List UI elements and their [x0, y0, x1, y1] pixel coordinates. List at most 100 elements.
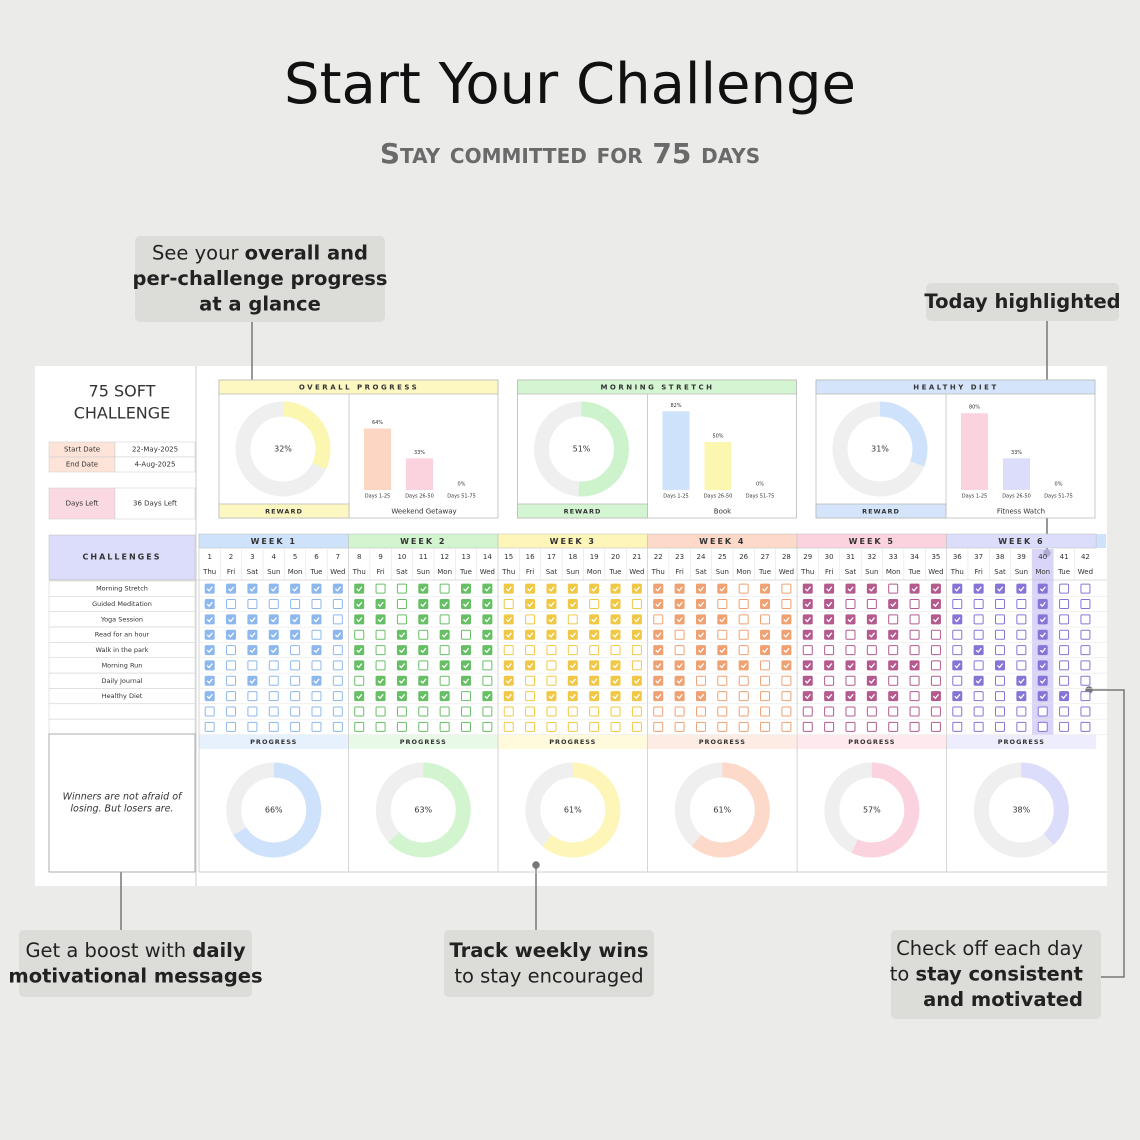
checkbox[interactable]: [354, 645, 365, 656]
checkbox[interactable]: [567, 706, 578, 717]
checkbox[interactable]: [1037, 660, 1048, 671]
checkbox[interactable]: [952, 721, 963, 732]
checkbox[interactable]: [311, 706, 322, 717]
checkbox[interactable]: [888, 629, 899, 640]
checkbox[interactable]: [760, 614, 771, 625]
checkbox[interactable]: [631, 599, 642, 610]
checkbox[interactable]: [525, 645, 536, 656]
checkbox[interactable]: [482, 691, 493, 702]
checkbox[interactable]: [332, 645, 343, 656]
checkbox[interactable]: [396, 691, 407, 702]
checkbox[interactable]: [973, 599, 984, 610]
checkbox[interactable]: [1037, 583, 1048, 594]
checkbox[interactable]: [760, 645, 771, 656]
checkbox[interactable]: [738, 691, 749, 702]
checkbox[interactable]: [311, 629, 322, 640]
checkbox[interactable]: [204, 706, 215, 717]
checkbox[interactable]: [610, 599, 621, 610]
checkbox[interactable]: [461, 721, 471, 732]
checkbox[interactable]: [1037, 721, 1048, 732]
checkbox[interactable]: [375, 614, 386, 625]
checkbox[interactable]: [1059, 675, 1070, 686]
checkbox[interactable]: [717, 706, 728, 717]
checkbox[interactable]: [1080, 599, 1091, 610]
checkbox[interactable]: [247, 660, 258, 671]
checkbox[interactable]: [525, 660, 536, 671]
checkbox[interactable]: [824, 614, 835, 625]
checkbox[interactable]: [781, 645, 792, 656]
checkbox[interactable]: [204, 691, 215, 702]
checkbox[interactable]: [589, 691, 600, 702]
checkbox[interactable]: [332, 614, 343, 625]
checkbox[interactable]: [461, 583, 471, 594]
checkbox[interactable]: [631, 614, 642, 625]
checkbox[interactable]: [525, 629, 536, 640]
checkbox[interactable]: [738, 706, 749, 717]
checkbox[interactable]: [631, 660, 642, 671]
checkbox[interactable]: [396, 706, 407, 717]
checkbox[interactable]: [525, 691, 536, 702]
checkbox[interactable]: [995, 706, 1005, 717]
checkbox[interactable]: [909, 599, 920, 610]
checkbox[interactable]: [204, 721, 215, 732]
checkbox[interactable]: [909, 645, 920, 656]
checkbox[interactable]: [332, 691, 343, 702]
checkbox[interactable]: [567, 614, 578, 625]
checkbox[interactable]: [354, 721, 365, 732]
checkbox[interactable]: [482, 675, 493, 686]
checkbox[interactable]: [396, 629, 407, 640]
checkbox[interactable]: [995, 645, 1005, 656]
checkbox[interactable]: [695, 691, 706, 702]
checkbox[interactable]: [781, 599, 792, 610]
checkbox[interactable]: [439, 583, 450, 594]
checkbox[interactable]: [909, 721, 920, 732]
checkbox[interactable]: [930, 645, 941, 656]
checkbox[interactable]: [503, 721, 514, 732]
checkbox[interactable]: [525, 706, 536, 717]
checkbox[interactable]: [845, 660, 856, 671]
checkbox[interactable]: [973, 614, 984, 625]
checkbox[interactable]: [1016, 660, 1027, 671]
checkbox[interactable]: [995, 660, 1005, 671]
checkbox[interactable]: [332, 721, 343, 732]
checkbox[interactable]: [354, 675, 365, 686]
checkbox[interactable]: [738, 629, 749, 640]
checkbox[interactable]: [952, 691, 963, 702]
checkbox[interactable]: [845, 721, 856, 732]
checkbox[interactable]: [610, 706, 621, 717]
checkbox[interactable]: [375, 660, 386, 671]
checkbox[interactable]: [930, 614, 941, 625]
checkbox[interactable]: [610, 645, 621, 656]
checkbox[interactable]: [418, 583, 429, 594]
checkbox[interactable]: [290, 660, 301, 671]
checkbox[interactable]: [909, 706, 920, 717]
checkbox[interactable]: [439, 706, 450, 717]
checkbox[interactable]: [802, 645, 813, 656]
checkbox[interactable]: [781, 629, 792, 640]
checkbox[interactable]: [290, 706, 301, 717]
checkbox[interactable]: [631, 721, 642, 732]
checkbox[interactable]: [482, 583, 493, 594]
checkbox[interactable]: [482, 599, 493, 610]
checkbox[interactable]: [546, 721, 557, 732]
checkbox[interactable]: [781, 691, 792, 702]
checkbox[interactable]: [1080, 583, 1091, 594]
checkbox[interactable]: [973, 706, 984, 717]
checkbox[interactable]: [461, 645, 471, 656]
checkbox[interactable]: [952, 675, 963, 686]
checkbox[interactable]: [802, 660, 813, 671]
checkbox[interactable]: [995, 599, 1005, 610]
checkbox[interactable]: [439, 599, 450, 610]
checkbox[interactable]: [653, 721, 664, 732]
checkbox[interactable]: [1037, 599, 1048, 610]
checkbox[interactable]: [418, 645, 429, 656]
checkbox[interactable]: [653, 706, 664, 717]
checkbox[interactable]: [439, 614, 450, 625]
checkbox[interactable]: [503, 629, 514, 640]
checkbox[interactable]: [226, 629, 237, 640]
checkbox[interactable]: [461, 691, 471, 702]
checkbox[interactable]: [418, 599, 429, 610]
checkbox[interactable]: [354, 691, 365, 702]
checkbox[interactable]: [461, 706, 471, 717]
checkbox[interactable]: [503, 645, 514, 656]
